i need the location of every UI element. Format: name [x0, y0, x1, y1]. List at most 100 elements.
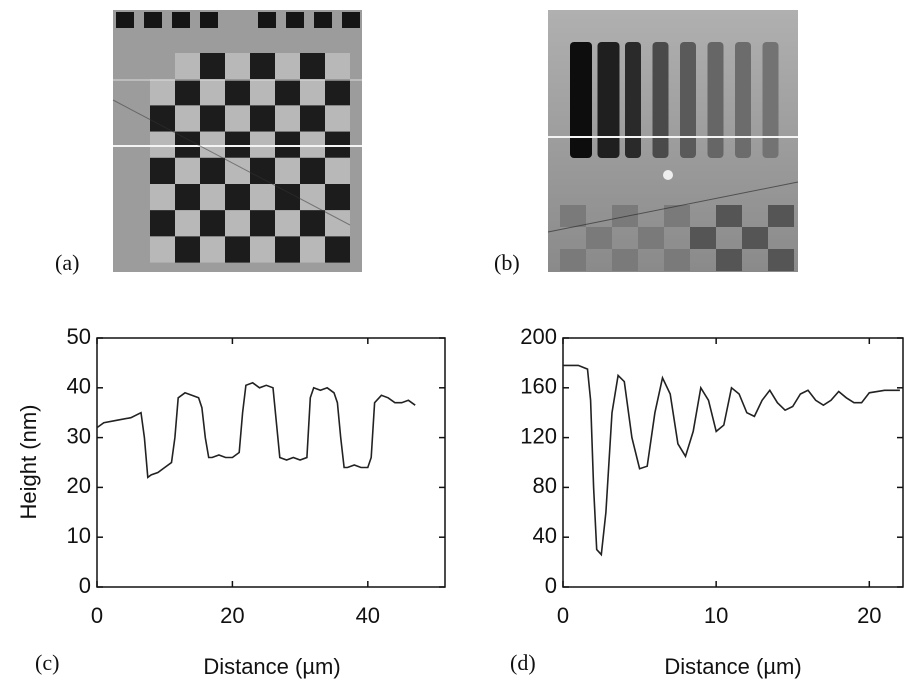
- image-feature: [300, 157, 325, 184]
- y-tick-label: 10: [67, 523, 91, 548]
- image-feature: [275, 131, 300, 158]
- y-tick-label: 160: [520, 374, 557, 399]
- image-feature: [325, 53, 350, 80]
- x-tick-label: 0: [557, 603, 569, 628]
- y-tick-label: 0: [545, 573, 557, 598]
- image-feature: [225, 79, 250, 106]
- y-tick-label: 20: [67, 473, 91, 498]
- image-feature: [638, 227, 664, 249]
- image-feature: [200, 12, 218, 28]
- image-feature: [175, 131, 200, 158]
- image-feature: [225, 105, 250, 132]
- x-axis-label: Distance (µm): [203, 654, 340, 679]
- image-feature: [275, 157, 300, 184]
- image-feature: [225, 131, 250, 158]
- profile-line: [96, 381, 416, 479]
- image-feature: [150, 236, 175, 263]
- y-tick-label: 30: [67, 423, 91, 448]
- image-feature: [768, 205, 794, 227]
- image-feature: [716, 249, 742, 271]
- plot-frame: [562, 337, 904, 588]
- image-feature: [342, 12, 360, 28]
- profile-line: [563, 364, 900, 557]
- image-feature: [250, 105, 275, 132]
- image-feature: [275, 236, 300, 263]
- image-feature: [664, 205, 690, 227]
- panel-label: (c): [35, 650, 59, 675]
- image-feature: [275, 79, 300, 106]
- x-tick-label: 10: [704, 603, 728, 628]
- image-feature: [716, 205, 742, 227]
- image-feature: [200, 53, 225, 80]
- image-feature: [175, 184, 200, 211]
- image-feature: [612, 205, 638, 227]
- image-feature: [325, 105, 350, 132]
- image-feature: [175, 157, 200, 184]
- y-axis-label: Height (nm): [16, 405, 41, 520]
- y-tick-label: 50: [67, 324, 91, 349]
- image-feature: [300, 184, 325, 211]
- image-feature: [175, 53, 200, 80]
- image-feature: [300, 210, 325, 237]
- image-feature: [663, 170, 673, 180]
- y-tick-label: 120: [520, 423, 557, 448]
- image-feature: [200, 184, 225, 211]
- image-feature: [150, 79, 175, 106]
- image-feature: [742, 227, 768, 249]
- image-feature: [150, 105, 175, 132]
- y-tick-label: 0: [79, 573, 91, 598]
- image-feature: [175, 210, 200, 237]
- image-feature: [175, 105, 200, 132]
- image-feature: [664, 249, 690, 271]
- image-feature: [250, 236, 275, 263]
- image-feature: [547, 181, 799, 233]
- image-feature: [325, 79, 350, 106]
- image-feature: [150, 131, 175, 158]
- image-feature: [325, 184, 350, 211]
- image-feature: [250, 157, 275, 184]
- image-feature: [150, 184, 175, 211]
- image-feature: [225, 157, 250, 184]
- image-feature: [150, 157, 175, 184]
- image-feature: [325, 131, 350, 158]
- image-feature: [300, 236, 325, 263]
- image-feature: [762, 42, 779, 158]
- image-feature: [250, 79, 275, 106]
- image-feature: [314, 12, 332, 28]
- image-feature: [652, 42, 669, 158]
- image-feature: [200, 157, 225, 184]
- x-tick-label: 20: [220, 603, 244, 628]
- image-feature: [300, 79, 325, 106]
- image-feature: [570, 42, 592, 158]
- plot-frame: [96, 337, 446, 588]
- x-tick-label: 0: [91, 603, 103, 628]
- image-feature: [586, 227, 612, 249]
- x-tick-label: 40: [356, 603, 380, 628]
- panel-label: (d): [510, 650, 536, 675]
- image-feature: [275, 105, 300, 132]
- image-feature: [275, 184, 300, 211]
- y-tick-label: 80: [533, 473, 557, 498]
- image-feature: [200, 210, 225, 237]
- image-feature: [225, 236, 250, 263]
- image-feature: [300, 105, 325, 132]
- image-feature: [612, 249, 638, 271]
- image-feature: [258, 12, 276, 28]
- afm-image-b: [547, 10, 799, 272]
- x-tick-label: 20: [857, 603, 881, 628]
- image-feature: [200, 236, 225, 263]
- panel-label: (b): [494, 250, 520, 275]
- image-feature: [690, 227, 716, 249]
- image-feature: [275, 210, 300, 237]
- image-feature: [172, 12, 190, 28]
- afm-image-a: [112, 10, 362, 272]
- image-feature: [300, 53, 325, 80]
- image-feature: [680, 42, 696, 158]
- image-feature: [560, 249, 586, 271]
- image-feature: [735, 42, 751, 158]
- x-axis-label: Distance (µm): [664, 654, 801, 679]
- image-feature: [200, 131, 225, 158]
- image-feature: [144, 12, 162, 28]
